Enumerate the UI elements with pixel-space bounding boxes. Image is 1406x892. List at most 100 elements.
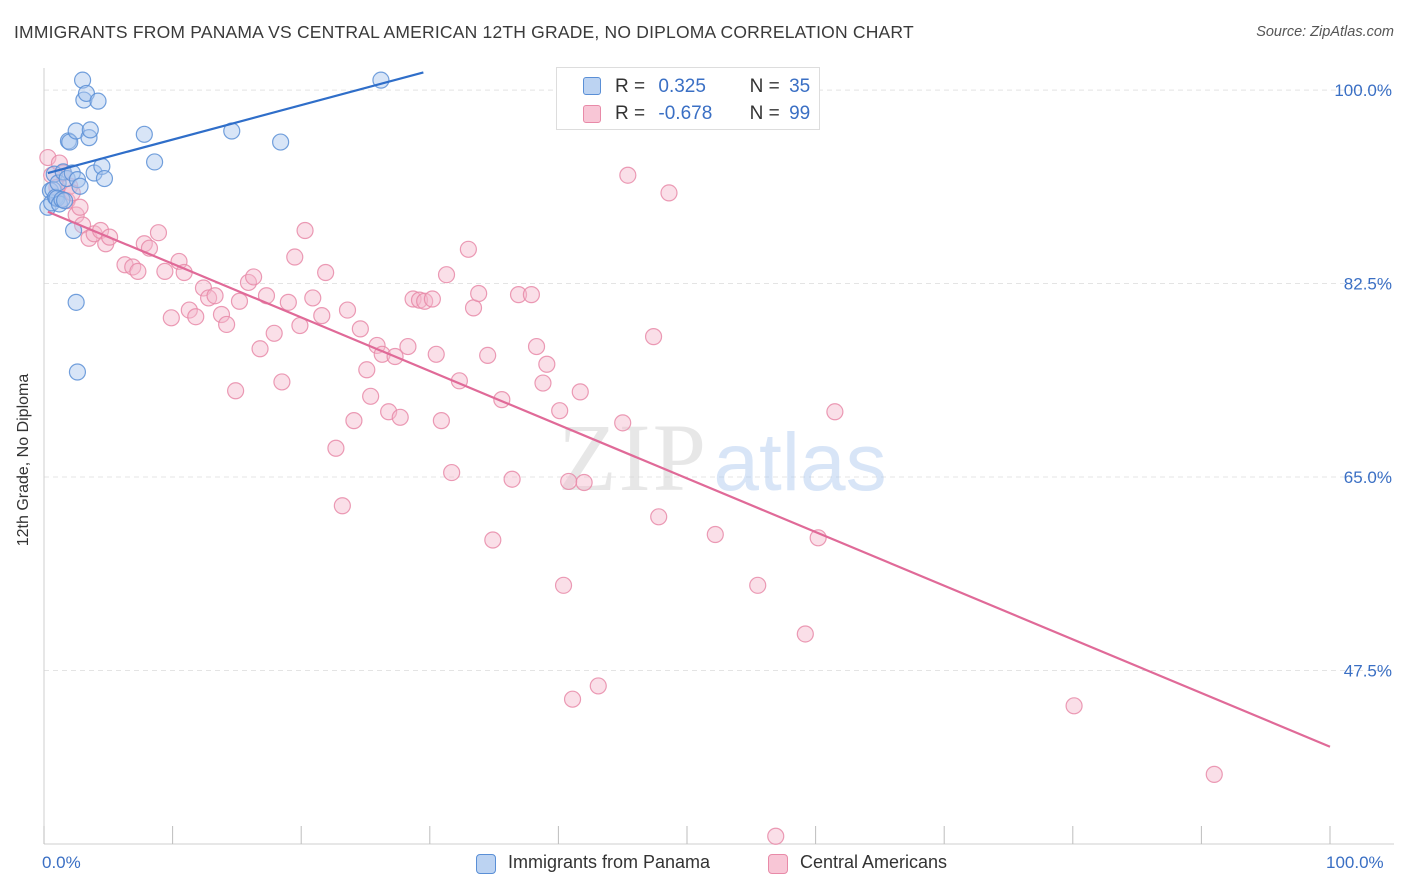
r-label: R =: [615, 103, 646, 124]
central-n-value: 99: [789, 103, 811, 124]
central-americans-point: [551, 402, 569, 420]
central-americans-point: [1205, 765, 1223, 783]
x-tick-label-max: 100.0%: [1326, 853, 1384, 872]
panama-point: [49, 174, 67, 192]
central-americans-point: [534, 374, 552, 392]
central-americans-point: [333, 497, 351, 515]
central-series-swatch: [768, 854, 788, 874]
central-americans-point: [571, 383, 589, 401]
central-americans-point: [614, 414, 632, 432]
central-americans-point: [362, 387, 380, 405]
central-americans-point: [162, 309, 180, 327]
central-americans-point: [410, 291, 429, 309]
central-americans-point: [522, 286, 540, 304]
central-americans-point: [749, 576, 767, 594]
central-americans-point: [423, 290, 441, 308]
central-americans-point: [286, 248, 304, 266]
y-tick-labels: 47.5% 65.0% 82.5% 100.0%: [1334, 81, 1392, 680]
central-americans-point: [313, 307, 331, 325]
panama-point: [81, 121, 99, 139]
y-tick-label: 47.5%: [1344, 661, 1392, 680]
central-americans-point: [706, 525, 724, 544]
central-americans-point: [218, 315, 236, 334]
panama-point: [73, 71, 92, 89]
central-americans-point: [538, 355, 556, 373]
central-americans-point: [484, 531, 502, 549]
central-americans-point: [503, 470, 521, 488]
panama-legend-swatch: [583, 77, 601, 95]
central-americans-point: [464, 299, 483, 317]
panama-point: [95, 169, 114, 188]
central-americans-points: [39, 148, 1223, 845]
panama-point: [67, 293, 85, 311]
central-americans-point: [1065, 697, 1083, 715]
y-tick-label: 65.0%: [1344, 468, 1392, 487]
panama-r-value: 0.325: [658, 76, 706, 97]
central-americans-point: [427, 345, 445, 363]
central-americans-point: [509, 286, 528, 304]
central-stats-row: R = -0.678 N = 99: [615, 103, 810, 125]
central-americans-point: [296, 221, 314, 240]
central-americans-point: [399, 337, 417, 356]
axes: [43, 68, 1394, 845]
central-americans-point: [156, 262, 174, 280]
central-americans-point: [230, 292, 249, 310]
central-americans-point: [391, 408, 409, 426]
central-americans-point: [575, 473, 593, 492]
panama-point: [145, 153, 164, 171]
central-americans-point: [470, 284, 488, 303]
gridlines: [44, 89, 1394, 671]
central-americans-point: [212, 305, 231, 324]
central-americans-point: [459, 240, 477, 258]
central-americans-point: [180, 301, 198, 319]
central-r-value: -0.678: [658, 103, 713, 124]
r-label: R =: [615, 76, 646, 97]
panama-points: [39, 71, 390, 381]
central-americans-point: [345, 412, 363, 430]
central-americans-point: [200, 289, 218, 307]
x-tick-label-min: 0.0%: [42, 853, 81, 872]
central-americans-point: [437, 266, 456, 284]
central-americans-trendline: [47, 210, 1331, 748]
panama-stats-row: R = 0.325 N = 35: [615, 76, 810, 98]
central-americans-point: [432, 412, 450, 430]
panama-point: [55, 192, 74, 210]
panama-point: [135, 125, 153, 143]
central-americans-point: [563, 690, 582, 708]
n-label: N =: [749, 76, 780, 97]
svg-text:atlas: atlas: [713, 417, 886, 508]
panama-point: [71, 177, 89, 195]
central-americans-point: [560, 472, 578, 491]
central-americans-point: [317, 263, 335, 282]
y-axis-label: 12th Grade, No Diploma: [15, 373, 32, 547]
y-tick-label: 82.5%: [1344, 275, 1392, 294]
central-americans-point: [227, 382, 245, 400]
central-americans-point: [338, 301, 357, 319]
central-americans-point: [273, 373, 291, 391]
central-americans-point: [71, 198, 89, 216]
svg-text:ZIP: ZIP: [558, 404, 708, 511]
central-americans-point: [187, 308, 205, 326]
central-americans-point: [251, 340, 269, 358]
central-americans-point: [527, 337, 546, 356]
central-americans-point: [767, 827, 785, 845]
panama-series-swatch: [476, 854, 496, 874]
central-americans-point: [351, 320, 369, 338]
panama-trendline: [47, 71, 424, 175]
panama-point: [272, 133, 290, 151]
central-americans-point: [796, 625, 814, 643]
central-americans-point: [589, 677, 607, 695]
central-americans-point: [479, 346, 497, 365]
central-americans-point: [149, 224, 168, 242]
central-americans-point: [554, 576, 573, 594]
panama-series-label: Immigrants from Panama: [508, 852, 711, 872]
central-americans-point: [644, 328, 663, 346]
central-series-label: Central Americans: [800, 852, 948, 872]
panama-point: [89, 92, 107, 110]
central-americans-point: [206, 287, 224, 305]
central-legend-swatch: [583, 105, 601, 123]
central-americans-point: [826, 403, 844, 421]
n-label: N =: [749, 103, 780, 124]
central-americans-point: [650, 508, 668, 526]
